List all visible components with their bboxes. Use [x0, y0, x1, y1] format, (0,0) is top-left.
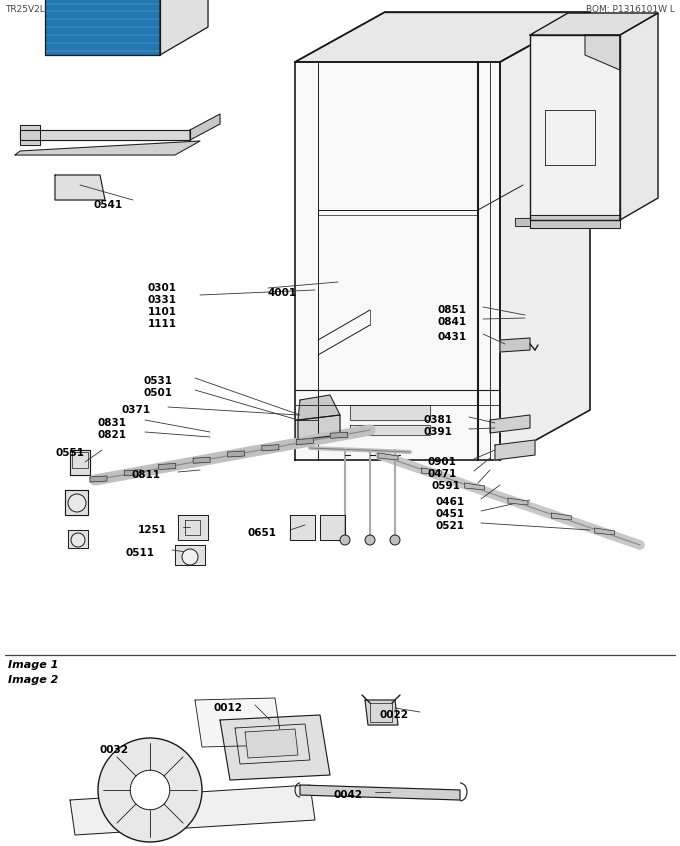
- Text: 0391: 0391: [423, 427, 452, 437]
- Polygon shape: [15, 141, 200, 155]
- Text: 0301: 0301: [148, 283, 177, 293]
- Polygon shape: [295, 62, 500, 460]
- Polygon shape: [350, 425, 430, 435]
- Polygon shape: [90, 476, 107, 482]
- Polygon shape: [20, 125, 40, 145]
- Polygon shape: [195, 698, 282, 747]
- Text: 0461: 0461: [435, 497, 464, 507]
- Polygon shape: [350, 405, 430, 420]
- Text: 0541: 0541: [93, 200, 122, 210]
- Polygon shape: [298, 415, 340, 440]
- Text: 0511: 0511: [125, 548, 154, 558]
- Polygon shape: [300, 785, 460, 800]
- Polygon shape: [160, 0, 208, 55]
- Polygon shape: [295, 420, 318, 440]
- Text: TR25V2L: TR25V2L: [5, 5, 45, 14]
- Polygon shape: [508, 498, 528, 505]
- Polygon shape: [298, 395, 340, 420]
- Text: 0471: 0471: [428, 469, 457, 479]
- Polygon shape: [178, 515, 208, 540]
- Text: 0811: 0811: [132, 470, 161, 480]
- Polygon shape: [68, 530, 88, 548]
- Polygon shape: [500, 12, 590, 460]
- Polygon shape: [595, 528, 615, 535]
- Text: 0531: 0531: [143, 376, 172, 386]
- Polygon shape: [290, 515, 315, 540]
- Polygon shape: [175, 545, 205, 565]
- Text: 0371: 0371: [122, 405, 151, 415]
- Polygon shape: [585, 35, 620, 70]
- Text: 0451: 0451: [435, 509, 464, 519]
- Circle shape: [390, 535, 400, 545]
- Polygon shape: [490, 415, 530, 433]
- Text: 0042: 0042: [334, 790, 363, 800]
- Text: 4001: 4001: [268, 288, 297, 298]
- Text: 0022: 0022: [380, 710, 409, 720]
- Circle shape: [182, 549, 198, 565]
- Polygon shape: [530, 13, 658, 35]
- Circle shape: [71, 533, 85, 547]
- Text: 0841: 0841: [437, 317, 466, 327]
- Polygon shape: [245, 729, 298, 758]
- Text: 1101: 1101: [148, 307, 177, 317]
- Text: 0821: 0821: [98, 430, 127, 440]
- Circle shape: [98, 738, 202, 842]
- Polygon shape: [70, 785, 315, 835]
- Polygon shape: [422, 468, 441, 475]
- Text: 0901: 0901: [428, 457, 457, 467]
- Polygon shape: [193, 457, 210, 464]
- Polygon shape: [620, 13, 658, 220]
- Polygon shape: [295, 12, 590, 62]
- Polygon shape: [365, 700, 398, 725]
- Text: 0331: 0331: [148, 295, 177, 305]
- Polygon shape: [220, 715, 330, 780]
- Polygon shape: [320, 515, 345, 540]
- Text: Image 1: Image 1: [8, 660, 58, 670]
- Polygon shape: [530, 35, 620, 220]
- Polygon shape: [262, 445, 279, 451]
- Text: 1251: 1251: [138, 525, 167, 535]
- Text: 0591: 0591: [432, 481, 461, 491]
- Polygon shape: [378, 453, 398, 460]
- Text: 0831: 0831: [98, 418, 127, 428]
- Circle shape: [340, 535, 350, 545]
- Polygon shape: [65, 490, 88, 515]
- Polygon shape: [330, 432, 347, 438]
- Text: 0381: 0381: [423, 415, 452, 425]
- Text: 0551: 0551: [56, 448, 85, 458]
- Text: 0651: 0651: [247, 528, 276, 538]
- Circle shape: [365, 535, 375, 545]
- Polygon shape: [45, 0, 160, 55]
- Polygon shape: [464, 483, 485, 490]
- Polygon shape: [228, 451, 245, 457]
- Polygon shape: [45, 0, 160, 55]
- Text: 0012: 0012: [213, 703, 242, 713]
- Polygon shape: [55, 175, 105, 200]
- Text: 1111: 1111: [148, 319, 177, 329]
- Polygon shape: [551, 513, 571, 520]
- Text: BOM: P1316101W L: BOM: P1316101W L: [586, 5, 675, 14]
- Text: 0431: 0431: [437, 332, 466, 342]
- Polygon shape: [296, 438, 313, 444]
- Polygon shape: [530, 215, 620, 228]
- Polygon shape: [495, 440, 535, 460]
- Text: 0032: 0032: [99, 745, 128, 755]
- Polygon shape: [124, 470, 141, 475]
- Polygon shape: [515, 218, 530, 226]
- Circle shape: [68, 494, 86, 512]
- Text: 0851: 0851: [437, 305, 466, 315]
- Polygon shape: [20, 130, 190, 140]
- Text: Image 2: Image 2: [8, 675, 58, 685]
- Polygon shape: [190, 114, 220, 140]
- Text: 0501: 0501: [143, 388, 172, 398]
- Polygon shape: [70, 450, 90, 475]
- Text: 0521: 0521: [435, 521, 464, 531]
- Polygon shape: [500, 338, 530, 352]
- Polygon shape: [158, 464, 175, 470]
- Circle shape: [131, 770, 170, 810]
